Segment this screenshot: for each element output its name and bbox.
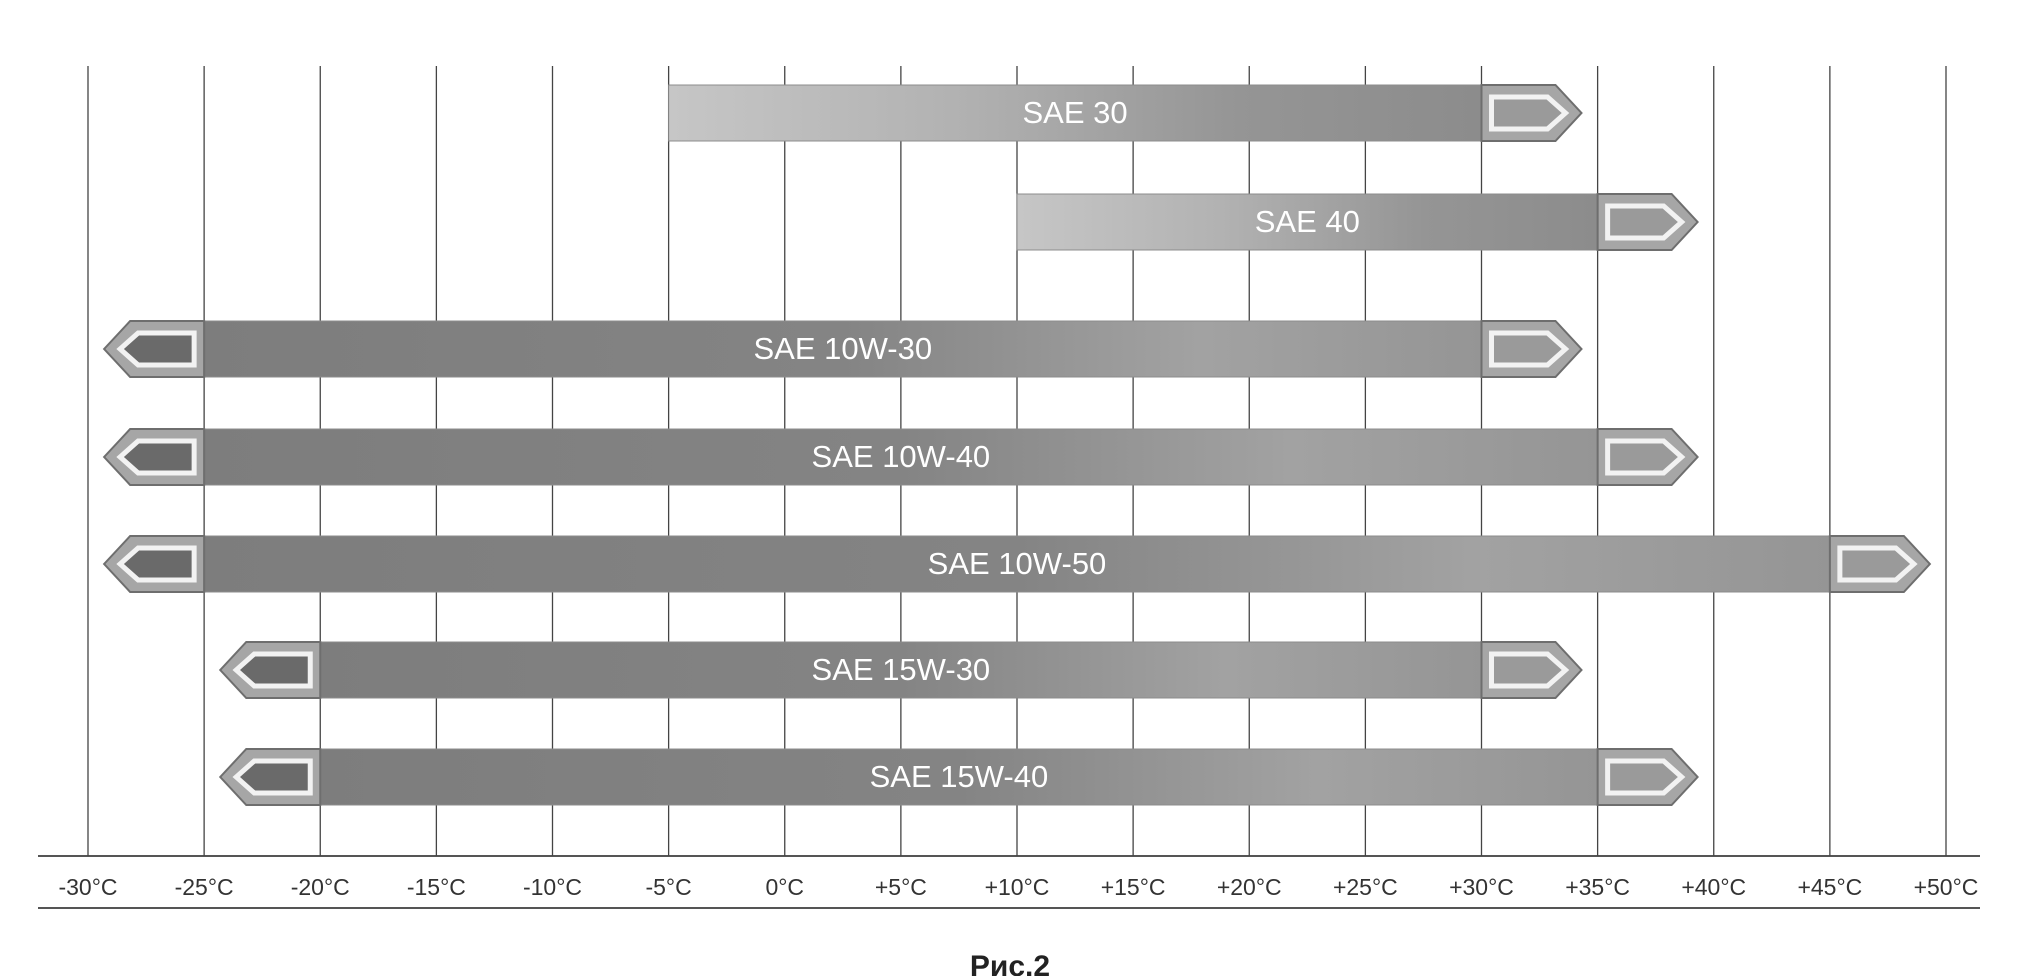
bar-label: SAE 10W-50 (928, 546, 1107, 581)
x-tick-label: +50°C (1914, 874, 1979, 900)
x-tick-label: -10°C (523, 874, 582, 900)
range-bar (203, 428, 1599, 486)
range-arrow-inner (232, 651, 313, 689)
range-arrow-inner (1489, 651, 1570, 689)
range-arrow-inner (232, 758, 313, 796)
range-bar (203, 535, 1831, 593)
x-tick-label: +5°C (875, 874, 927, 900)
range-arrow-inner (1605, 438, 1686, 476)
bar-label: SAE 40 (1255, 204, 1360, 239)
caption: Рис.2 (970, 950, 1050, 976)
range-bar (668, 84, 1482, 142)
x-tick-label: +45°C (1797, 874, 1862, 900)
x-tick-label: -30°C (58, 874, 117, 900)
x-tick-label: +30°C (1449, 874, 1514, 900)
bar-label: SAE 10W-40 (812, 439, 991, 474)
range-arrow-inner (1489, 94, 1570, 132)
x-tick-label: -5°C (645, 874, 691, 900)
range-arrow-inner (1605, 758, 1686, 796)
x-tick-label: +35°C (1565, 874, 1630, 900)
bar-label: SAE 10W-30 (753, 331, 932, 366)
x-tick-label: +10°C (985, 874, 1050, 900)
range-arrow-inner (1605, 203, 1686, 241)
range-arrow-inner (1489, 330, 1570, 368)
range-arrow-inner (116, 545, 197, 583)
range-bar (319, 641, 1482, 699)
range-arrow-inner (116, 330, 197, 368)
x-tick-label: -25°C (175, 874, 234, 900)
x-tick-label: +15°C (1101, 874, 1166, 900)
bar-label: SAE 15W-30 (812, 652, 991, 687)
x-tick-label: +20°C (1217, 874, 1282, 900)
x-tick-label: -20°C (291, 874, 350, 900)
range-bar (1016, 193, 1599, 251)
bar-label: SAE 15W-40 (870, 759, 1049, 794)
x-tick-label: +40°C (1681, 874, 1746, 900)
x-tick-label: -15°C (407, 874, 466, 900)
x-tick-label: +25°C (1333, 874, 1398, 900)
range-bar (319, 748, 1599, 806)
range-arrow-inner (1837, 545, 1918, 583)
range-arrow-inner (116, 438, 197, 476)
bar-label: SAE 30 (1023, 95, 1128, 130)
x-tick-label: 0°C (765, 874, 804, 900)
